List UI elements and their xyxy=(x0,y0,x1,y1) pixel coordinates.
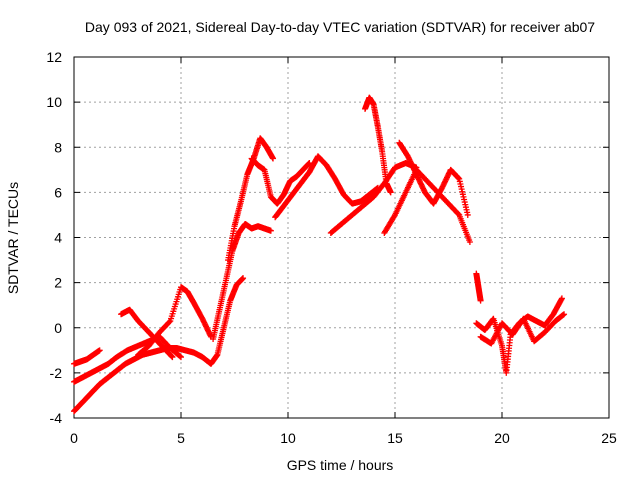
x-tick-label: 15 xyxy=(387,430,403,446)
x-tick-label: 0 xyxy=(70,430,78,446)
data-point xyxy=(96,347,103,354)
data-point xyxy=(267,227,274,234)
y-tick-label: 4 xyxy=(54,230,62,246)
data-point xyxy=(169,354,176,361)
data-point xyxy=(477,297,484,304)
y-tick-label: 6 xyxy=(54,184,62,200)
chart-title: Day 093 of 2021, Sidereal Day-to-day VTE… xyxy=(85,19,595,35)
data-point xyxy=(464,211,471,218)
y-tick-label: 10 xyxy=(46,94,62,110)
data-point xyxy=(387,189,394,196)
x-tick-label: 5 xyxy=(177,430,185,446)
y-tick-label: 12 xyxy=(46,49,62,65)
y-tick-label: 2 xyxy=(54,275,62,291)
data-point xyxy=(240,275,247,282)
axis-ticks: 0 5 10 15 20 25 -4 -2 0 2 4 6 8 10 12 xyxy=(46,49,617,446)
x-axis-label: GPS time / hours xyxy=(287,457,394,473)
y-axis-label: SDTVAR / TECUs xyxy=(5,182,21,294)
data-point xyxy=(178,354,184,361)
data-points xyxy=(71,94,568,415)
y-tick-label: 0 xyxy=(54,320,62,336)
grid-lines xyxy=(74,57,609,418)
x-tick-label: 20 xyxy=(494,430,510,446)
y-tick-label: -2 xyxy=(50,365,63,381)
data-point xyxy=(270,155,277,162)
x-tick-label: 25 xyxy=(601,430,617,446)
y-tick-label: -4 xyxy=(50,410,63,426)
y-tick-label: 8 xyxy=(54,139,62,155)
data-point xyxy=(561,311,568,318)
data-point xyxy=(558,295,565,302)
data-point xyxy=(166,318,173,325)
x-tick-label: 10 xyxy=(280,430,296,446)
data-point xyxy=(466,239,473,246)
